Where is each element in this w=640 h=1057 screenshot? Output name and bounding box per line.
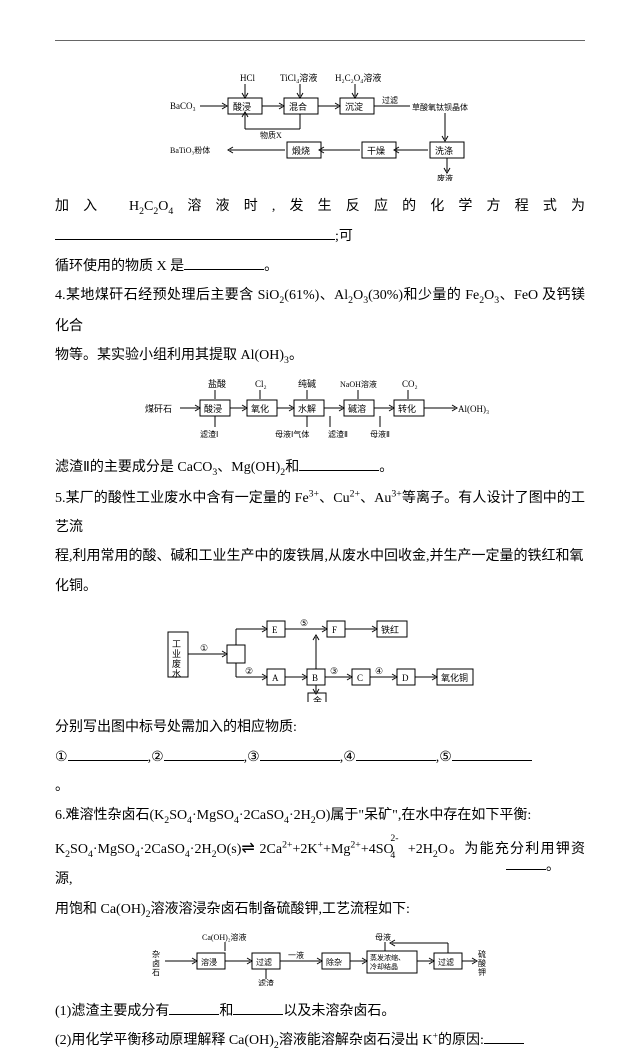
svg-text:废液: 废液 [437,173,453,181]
svg-text:F: F [332,625,337,635]
svg-text:A: A [272,673,279,683]
svg-text:过滤: 过滤 [382,95,398,105]
svg-text:钾: 钾 [478,968,486,977]
paragraph-5: 分别写出图中标号处需加入的相应物质: ①,②,③,④,⑤ 。 [55,713,585,801]
svg-text:过滤: 过滤 [256,957,272,967]
svg-text:②: ② [245,666,253,676]
svg-text:NaOH溶液: NaOH溶液 [340,379,377,389]
svg-text:蒸发浓缩、: 蒸发浓缩、 [370,953,405,962]
svg-text:滤渣Ⅰ: 滤渣Ⅰ [200,429,218,439]
paragraph-9: (2)用化学平衡移动原理解释 Ca(OH)2溶液能溶解杂卤石浸出 K+的原因: [55,1026,585,1056]
svg-text:D: D [402,673,409,683]
svg-text:工: 工 [172,639,181,649]
svg-text:氧化铜: 氧化铜 [441,672,468,683]
svg-text:一液: 一液 [288,950,304,960]
svg-text:草酸氧钛钡晶体: 草酸氧钛钡晶体 [412,102,468,112]
svg-text:盐酸: 盐酸 [208,378,226,389]
svg-text:母液Ⅱ: 母液Ⅱ [370,429,390,439]
diagram-4: Ca(OH)₂溶液 母液 杂卤石 溶浸 过滤 一液 除杂 蒸发浓缩、冷却结晶 过… [55,931,585,991]
svg-text:酸浸: 酸浸 [233,102,251,112]
svg-text:沉淀: 沉淀 [345,101,363,112]
svg-text:B: B [312,673,318,683]
d1-h2c2o4: H₂C₂O₄溶液 [335,72,381,83]
d1-ticl4: TiCl₄溶液 [280,72,317,83]
svg-text:滤渣: 滤渣 [258,978,274,986]
paragraph-6: 6.难溶性杂卤石(K2SO4·MgSO4·2CaSO4·2H2O)属于"呆矿",… [55,801,585,831]
svg-text:①: ① [200,643,208,653]
svg-text:碱溶: 碱溶 [348,403,366,414]
d1-hcl: HCl [240,73,256,83]
blank-eq [55,225,335,240]
svg-text:酸: 酸 [478,958,486,968]
svg-text:金: 金 [313,695,322,702]
svg-text:Cl₂: Cl₂ [255,379,267,389]
svg-text:水解: 水解 [298,403,316,414]
svg-text:干燥: 干燥 [367,146,385,156]
page-top-rule [55,40,585,41]
d1-baco3: BaCO₃ [170,101,196,111]
svg-text:卤: 卤 [152,958,160,968]
svg-text:煅烧: 煅烧 [292,145,310,156]
svg-text:物质X: 物质X [260,130,282,140]
svg-text:③: ③ [330,666,338,676]
svg-text:母液: 母液 [375,932,391,942]
svg-text:Al(OH)₃: Al(OH)₃ [458,404,489,414]
svg-text:CO₂: CO₂ [402,379,418,389]
svg-text:冷却结晶: 冷却结晶 [370,962,398,971]
paragraph-2: 4.某地煤矸石经预处理后主要含 SiO2(61%)、Al2O3(30%)和少量的… [55,281,585,371]
svg-text:BaTiO₃粉体: BaTiO₃粉体 [170,145,210,155]
svg-text:洗涤: 洗涤 [435,145,453,156]
svg-text:E: E [272,625,278,635]
paragraph-4: 5.某厂的酸性工业废水中含有一定量的 Fe3+、Cu2+、Au3+等离子。有人设… [55,484,585,602]
svg-text:滤渣Ⅱ: 滤渣Ⅱ [328,429,348,439]
svg-text:业: 业 [172,649,181,659]
paragraph-8: (1)滤渣主要成分有和以及未溶杂卤石。 [55,997,585,1026]
paragraph-1: 加入 H2C2O4溶液时,发生反应的化学方程式为;可 循环使用的物质 X 是。 [55,192,585,281]
svg-text:转化: 转化 [398,403,416,414]
svg-text:C: C [357,673,363,683]
svg-text:氧化: 氧化 [251,403,269,414]
svg-text:水: 水 [172,668,181,679]
svg-text:酸浸: 酸浸 [204,404,222,414]
svg-text:④: ④ [375,666,383,676]
paragraph-3: 滤渣Ⅱ的主要成分是 CaCO3、Mg(OH)2和。 [55,453,585,483]
diagram-2: 盐酸 Cl₂ 纯碱 NaOH溶液 CO₂ 煤矸石 酸浸 氧化 水解 碱溶 转化 … [55,377,585,447]
svg-text:硫: 硫 [478,949,486,959]
blank-x [184,255,264,270]
svg-text:母液Ⅰ气体: 母液Ⅰ气体 [275,429,309,439]
svg-text:煤矸石: 煤矸石 [145,403,172,414]
svg-text:溶浸: 溶浸 [201,957,217,967]
svg-text:石: 石 [152,968,160,977]
blank-residue [299,456,379,471]
svg-text:纯碱: 纯碱 [298,378,316,389]
diagram-1: HCl TiCl₄溶液 H₂C₂O₄溶液 BaCO₃ 酸浸 混合 沉淀 过滤 草… [55,71,585,186]
paragraph-7: K2SO4·MgSO4·2CaSO4·2H2O(s)⇌ 2Ca2++2K++Mg… [55,832,585,925]
foot-period: 。 [506,855,560,875]
svg-text:铁红: 铁红 [381,624,399,635]
diagram-3: 工业废水 ① E ⑤ F 铁红 ② A B ③ C ④ D [55,607,585,707]
svg-text:杂: 杂 [152,950,160,959]
svg-text:过滤: 过滤 [438,957,454,967]
svg-text:混合: 混合 [289,101,307,112]
svg-text:除杂: 除杂 [326,957,342,967]
svg-text:Ca(OH)₂溶液: Ca(OH)₂溶液 [202,932,247,942]
svg-text:废: 废 [172,658,181,669]
svg-text:⑤: ⑤ [300,618,308,628]
